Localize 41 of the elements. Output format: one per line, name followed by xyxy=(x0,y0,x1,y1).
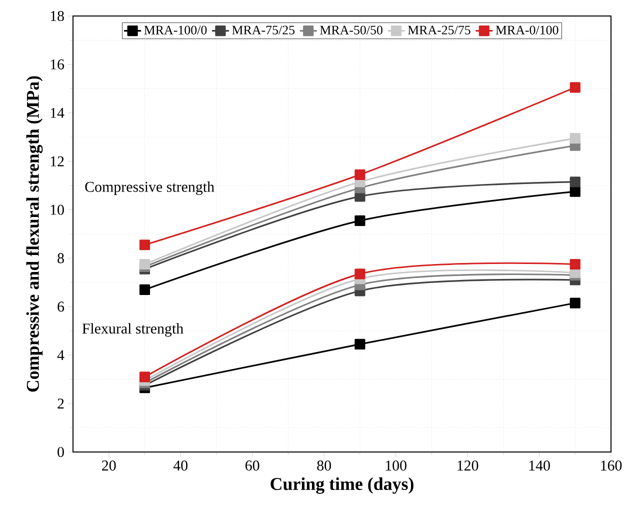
x-tick-label: 60 xyxy=(246,460,260,471)
point xyxy=(139,284,150,295)
point xyxy=(354,268,366,280)
y-axis-title: Compressive and flexural strength (MPa) xyxy=(26,76,43,392)
legend-label: MRA-25/75 xyxy=(408,26,470,34)
x-axis-title: Curing time (days) xyxy=(270,477,414,494)
x-tick-label: 160 xyxy=(601,460,622,471)
x-tick-label: 80 xyxy=(317,460,331,471)
point xyxy=(354,338,366,350)
legend-label: MRA-100/0 xyxy=(144,26,207,34)
y-tick-label: 16 xyxy=(50,59,64,70)
point xyxy=(570,298,580,308)
x-tick-label: 120 xyxy=(458,460,478,471)
point xyxy=(139,240,150,250)
point xyxy=(570,258,580,270)
x-tick-label: 140 xyxy=(529,460,550,471)
annotation: Compressive strength xyxy=(85,181,214,195)
legend-label: MRA-50/50 xyxy=(320,26,382,34)
x-tick-label: 100 xyxy=(386,460,406,471)
point xyxy=(570,133,580,144)
x-tick-label: 20 xyxy=(102,460,116,471)
y-tick-label: 0 xyxy=(58,446,64,458)
point xyxy=(570,186,580,197)
point xyxy=(139,258,150,270)
annotation: Flexural strength xyxy=(82,323,184,337)
y-tick-label: 8 xyxy=(58,253,64,264)
point xyxy=(354,169,366,180)
legend-label: MRA-75/25 xyxy=(232,26,295,34)
point xyxy=(570,82,580,93)
y-tick-label: 10 xyxy=(50,204,64,215)
x-tick-label: 40 xyxy=(173,460,188,471)
point xyxy=(570,176,580,188)
point xyxy=(139,372,150,382)
y-tick-label: 6 xyxy=(58,302,64,312)
y-tick-label: 14 xyxy=(50,108,64,118)
y-tick-label: 4 xyxy=(57,350,64,360)
y-tick-label: 18 xyxy=(50,10,64,22)
y-tick-label: 2 xyxy=(58,398,64,408)
point xyxy=(354,215,366,226)
legend-label: MRA-0/100 xyxy=(496,26,558,34)
y-tick-label: 12 xyxy=(50,156,64,166)
